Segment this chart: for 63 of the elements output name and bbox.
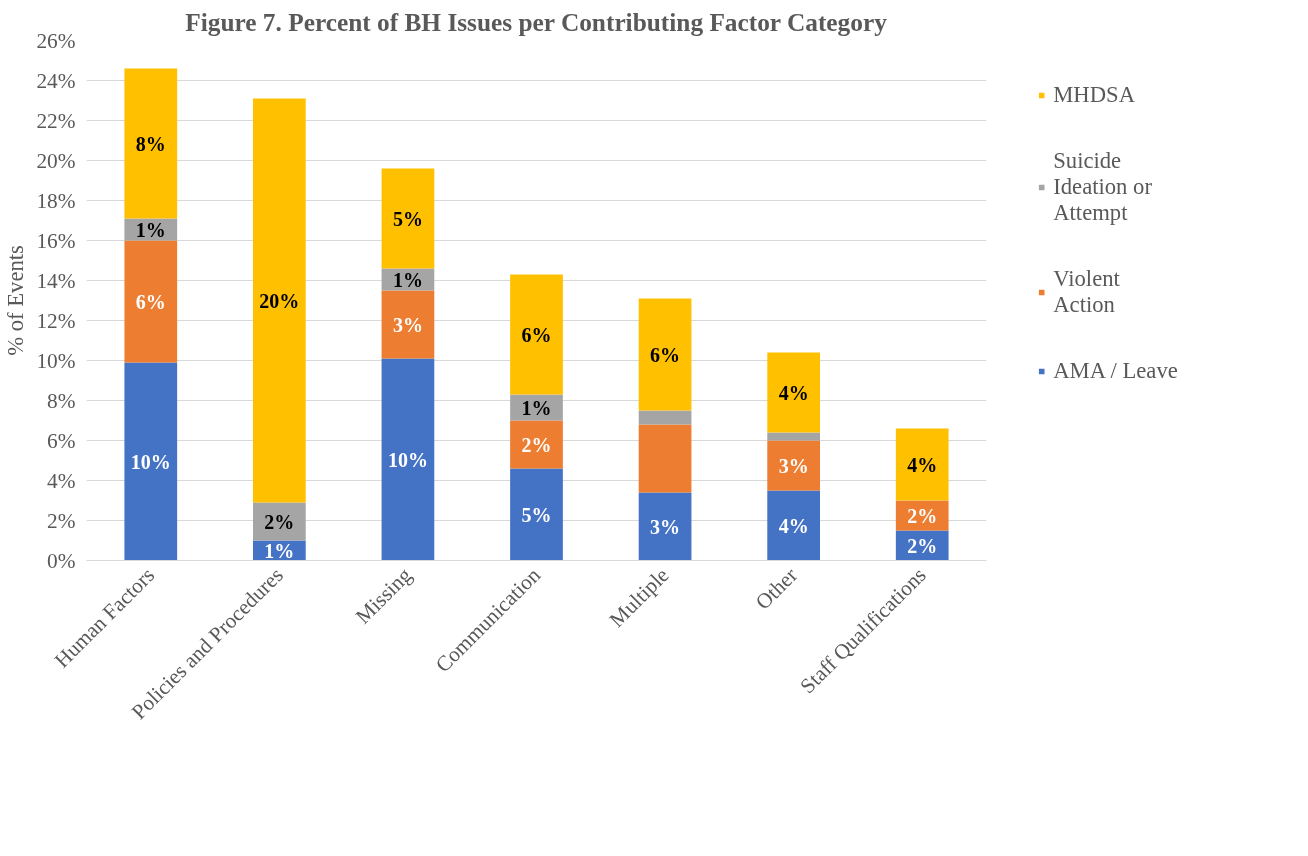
bar — [638, 298, 692, 411]
bar — [253, 502, 306, 541]
y-tick-label: 16% — [36, 228, 76, 253]
bar — [124, 240, 178, 363]
data-label: 4% — [778, 514, 809, 537]
data-label: 5% — [521, 503, 552, 526]
y-tick-label: 8% — [47, 388, 76, 413]
data-label: 4% — [778, 381, 809, 404]
bar — [510, 468, 563, 561]
data-label: 2% — [521, 433, 552, 456]
y-tick-label: 24% — [36, 68, 76, 93]
bar — [381, 290, 435, 359]
y-tick-label: 2% — [47, 508, 76, 533]
y-tick-label: 6% — [47, 428, 76, 453]
bar — [381, 168, 435, 269]
data-label: 6% — [650, 343, 681, 366]
legend-label: Violent Action — [1053, 265, 1120, 318]
data-label: 10% — [387, 448, 428, 471]
y-tick-label: 0% — [47, 548, 76, 573]
data-label: 4% — [907, 453, 938, 476]
y-tick-label: 18% — [36, 188, 76, 213]
y-axis-title: % of Events — [3, 245, 29, 356]
data-label: 2% — [907, 504, 938, 527]
data-label: 10% — [130, 450, 171, 473]
y-tick-label: 22% — [36, 108, 76, 133]
bar — [638, 410, 692, 425]
bar — [124, 68, 178, 219]
data-label: 5% — [392, 207, 423, 230]
data-label: 3% — [778, 454, 809, 477]
legend-label: AMA / Leave — [1053, 357, 1178, 384]
bar — [253, 98, 306, 503]
bar — [767, 440, 820, 491]
bar — [638, 492, 692, 561]
chart-title: Figure 7. Percent of BH Issues per Contributing Factor Category — [185, 7, 888, 36]
data-label: 3% — [650, 515, 681, 538]
bar — [767, 352, 820, 433]
data-label: 2% — [907, 534, 938, 557]
bar — [381, 358, 435, 561]
bar — [510, 420, 563, 469]
bar — [638, 424, 692, 493]
data-label: 1% — [392, 268, 423, 291]
legend-label: MHDSA — [1053, 81, 1136, 108]
data-label: 1% — [264, 539, 295, 562]
y-tick-label: 12% — [36, 308, 76, 333]
data-label: 6% — [521, 323, 552, 346]
bar — [767, 490, 820, 561]
y-tick-label: 20% — [36, 148, 76, 173]
bar — [510, 274, 563, 395]
y-tick-label: 4% — [47, 468, 76, 493]
data-label: 1% — [135, 218, 166, 241]
bar — [767, 432, 820, 441]
y-tick-label: 10% — [36, 348, 76, 373]
bar — [124, 362, 178, 561]
y-tick-label: 26% — [36, 28, 76, 53]
data-label: 3% — [392, 313, 423, 336]
legend-label: Suicide Ideation or Attempt — [1053, 147, 1152, 226]
data-label: 20% — [259, 289, 300, 312]
data-label: 8% — [135, 132, 166, 155]
y-tick-label: 14% — [36, 268, 76, 293]
bar — [895, 428, 949, 501]
data-label: 1% — [521, 396, 552, 419]
data-label: 2% — [264, 510, 295, 533]
data-label: 6% — [135, 290, 166, 313]
